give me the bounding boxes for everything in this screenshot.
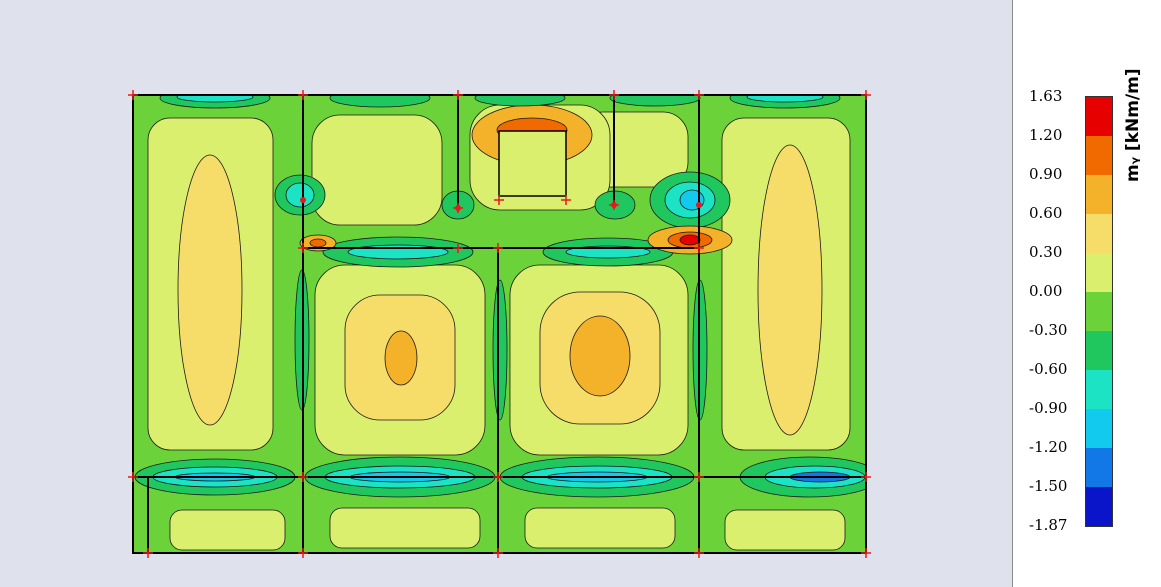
model-viewport[interactable] [0,0,1011,587]
legend-tick-label: 0.60 [1029,204,1063,222]
contour-bottom-1 [169,509,286,551]
support-mark [128,90,138,100]
hotspot-left-column-b [309,238,327,248]
contour-plot [128,90,871,558]
support-mark [493,243,503,253]
legend-tick-label: -0.90 [1029,399,1068,417]
support-mark [128,472,138,482]
support-mark [493,548,503,558]
legend-color-band [1086,448,1112,487]
trough-top-2 [329,95,431,108]
trough-top-3 [474,95,566,107]
legend-panel: mᵧ [kNm/m] 1.63 1.20 0.90 0.60 0.30 0.00 -0.30… [1012,0,1161,587]
column-dot [696,202,702,208]
trough-top-4 [609,95,701,107]
support-mark [694,472,704,482]
legend-tick-label: -1.50 [1029,477,1068,495]
legend-color-band [1086,175,1112,214]
support-mark [298,548,308,558]
support-mark [298,472,308,482]
legend-color-band [1086,409,1112,448]
contour-bottom-3 [524,507,676,549]
contour-left-peak [177,154,243,426]
contour-right-peak [757,144,823,436]
legend-color-band [1086,214,1112,253]
support-mark [694,243,704,253]
contour-center-left-peak [384,330,418,386]
contour-bottom-2 [329,507,481,549]
legend-tick-label: -0.60 [1029,360,1068,378]
support-mark [609,90,619,100]
trough-column-1b [285,182,315,208]
contour-upper-left [311,114,443,226]
support-mark [143,548,153,558]
legend-tick-label: 1.63 [1029,87,1063,105]
support-mark [298,243,308,253]
legend-tick-label: -1.20 [1029,438,1068,456]
legend-color-band [1086,292,1112,331]
legend-color-band [1086,370,1112,409]
support-mark [561,195,571,205]
support-mark [694,90,704,100]
column-dot [455,205,461,211]
slab-opening [498,130,567,197]
legend-color-band [1086,97,1112,136]
column-dots [300,197,702,211]
support-mark [453,243,463,253]
support-mark [694,548,704,558]
legend-tick-label: -0.30 [1029,321,1068,339]
legend-tick-label: 0.00 [1029,282,1063,300]
support-mark [494,195,504,205]
hotspot-right-column-c [679,234,701,246]
column-dot [611,202,617,208]
column-dot [300,197,306,203]
legend-color-band [1086,253,1112,292]
legend-tick-label: -1.87 [1029,516,1068,534]
support-mark [298,90,308,100]
legend-color-band [1086,136,1112,175]
legend-tick-label: 0.30 [1029,243,1063,261]
legend-color-band [1086,487,1112,526]
contour-bottom-4 [724,509,846,551]
support-mark [453,90,463,100]
support-mark [493,472,503,482]
support-mark [861,90,871,100]
legend-tick-label: 1.20 [1029,126,1063,144]
support-mark [861,548,871,558]
legend-title: mᵧ [kNm/m] [1123,68,1143,182]
legend-color-band [1086,331,1112,370]
trough-vbeam-2 [492,279,508,421]
contour-center-right-peak [569,315,631,397]
legend-tick-label: 0.90 [1029,165,1063,183]
support-mark [861,472,871,482]
trough-top-1b [176,95,254,103]
legend-color-bar [1085,96,1113,527]
trough-top-5b [746,95,824,103]
